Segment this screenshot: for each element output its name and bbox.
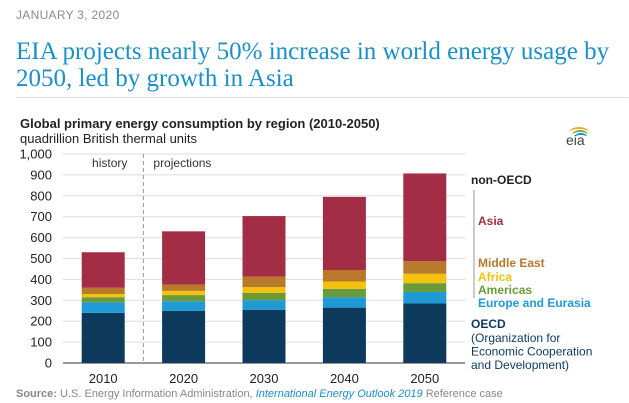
y-tick-label: 900 bbox=[30, 167, 52, 182]
bar-segment-middle-east bbox=[322, 269, 366, 282]
legend-entry: Europe and Eurasia bbox=[478, 296, 591, 310]
legend-oecd: OECD bbox=[471, 317, 506, 331]
y-tick-label: 1,000 bbox=[19, 147, 52, 162]
y-tick-label: 200 bbox=[30, 314, 52, 329]
bar-segment-americas bbox=[242, 292, 286, 301]
period-label-history: history bbox=[92, 156, 127, 170]
legend-entry: Africa bbox=[478, 270, 512, 284]
bar-segment-oecd bbox=[242, 309, 286, 363]
bar-segment-asia bbox=[322, 196, 366, 270]
eia-logo[interactable]: eia bbox=[563, 127, 593, 149]
bar-segment-asia bbox=[242, 216, 286, 277]
source-note: Source: U.S. Energy Information Administ… bbox=[16, 388, 503, 400]
x-tick-label: 2040 bbox=[330, 371, 359, 386]
legend-oecd-description: and Development) bbox=[471, 358, 569, 372]
bar-segment-asia bbox=[403, 173, 447, 262]
article-date: JANUARY 3, 2020 bbox=[16, 8, 120, 22]
logo-arc-orange bbox=[569, 127, 589, 139]
source-text: U.S. Energy Information Administration, bbox=[60, 388, 253, 400]
logo-arc-blue bbox=[575, 133, 587, 141]
bar-segment-middle-east bbox=[162, 284, 206, 291]
source-link[interactable]: International Energy Outlook 2019 bbox=[255, 388, 423, 400]
legend-entry: Americas bbox=[478, 283, 532, 297]
bar-segment-oecd bbox=[81, 312, 125, 363]
y-tick-label: 700 bbox=[30, 209, 52, 224]
bar-segment-middle-east bbox=[242, 276, 286, 288]
source-suffix: Reference case bbox=[425, 388, 503, 400]
bar-segment-europe-and-eurasia bbox=[322, 297, 366, 308]
y-tick-label: 100 bbox=[30, 335, 52, 350]
bar-segment-africa bbox=[81, 294, 125, 298]
y-tick-label: 600 bbox=[30, 230, 52, 245]
bar-segment-americas bbox=[162, 295, 206, 302]
y-tick-label: 800 bbox=[30, 188, 52, 203]
bar-segment-americas bbox=[403, 283, 447, 292]
page-title: EIA projects nearly 50% increase in worl… bbox=[16, 38, 610, 92]
y-tick-label: 500 bbox=[30, 251, 52, 266]
bar-segment-africa bbox=[403, 273, 447, 284]
legend-oecd-description: Economic Cooperation bbox=[471, 345, 592, 359]
bar-segment-oecd bbox=[322, 307, 366, 363]
bar-segment-asia bbox=[81, 252, 125, 288]
bar-segment-europe-and-eurasia bbox=[81, 302, 125, 313]
legend-entry: Middle East bbox=[478, 256, 545, 270]
bar-segment-americas bbox=[81, 297, 125, 303]
bar-segment-oecd bbox=[403, 303, 447, 363]
bar-segment-africa bbox=[162, 290, 206, 296]
bar-segment-europe-and-eurasia bbox=[403, 291, 447, 304]
chart-subtitle: quadrillion British thermal units bbox=[20, 131, 198, 146]
y-tick-label: 0 bbox=[45, 356, 52, 371]
x-tick-label: 2020 bbox=[169, 371, 198, 386]
x-tick-label: 2010 bbox=[89, 371, 118, 386]
bar-segment-africa bbox=[242, 287, 286, 293]
chart-title: Global primary energy consumption by reg… bbox=[20, 116, 380, 131]
bar-segment-middle-east bbox=[403, 261, 447, 274]
logo-arc-green bbox=[572, 130, 588, 140]
legend-oecd-description: (Organization for bbox=[471, 331, 560, 345]
legend-non-oecd: non-OECD bbox=[471, 173, 532, 187]
x-tick-label: 2030 bbox=[250, 371, 279, 386]
logo-text: eia bbox=[566, 132, 585, 148]
bar-segment-europe-and-eurasia bbox=[162, 301, 206, 311]
bar-segment-americas bbox=[322, 288, 366, 298]
x-tick-label: 2050 bbox=[410, 371, 439, 386]
period-label-projections: projections bbox=[153, 156, 211, 170]
y-tick-label: 400 bbox=[30, 272, 52, 287]
bar-segment-middle-east bbox=[81, 287, 125, 295]
bar-segment-africa bbox=[322, 281, 366, 289]
source-label: Source: bbox=[16, 388, 57, 400]
bar-segment-asia bbox=[162, 231, 206, 285]
bar-segment-oecd bbox=[162, 310, 206, 363]
legend-entry: Asia bbox=[478, 214, 504, 228]
y-tick-label: 300 bbox=[30, 293, 52, 308]
divider bbox=[16, 97, 628, 98]
bar-segment-europe-and-eurasia bbox=[242, 300, 286, 310]
